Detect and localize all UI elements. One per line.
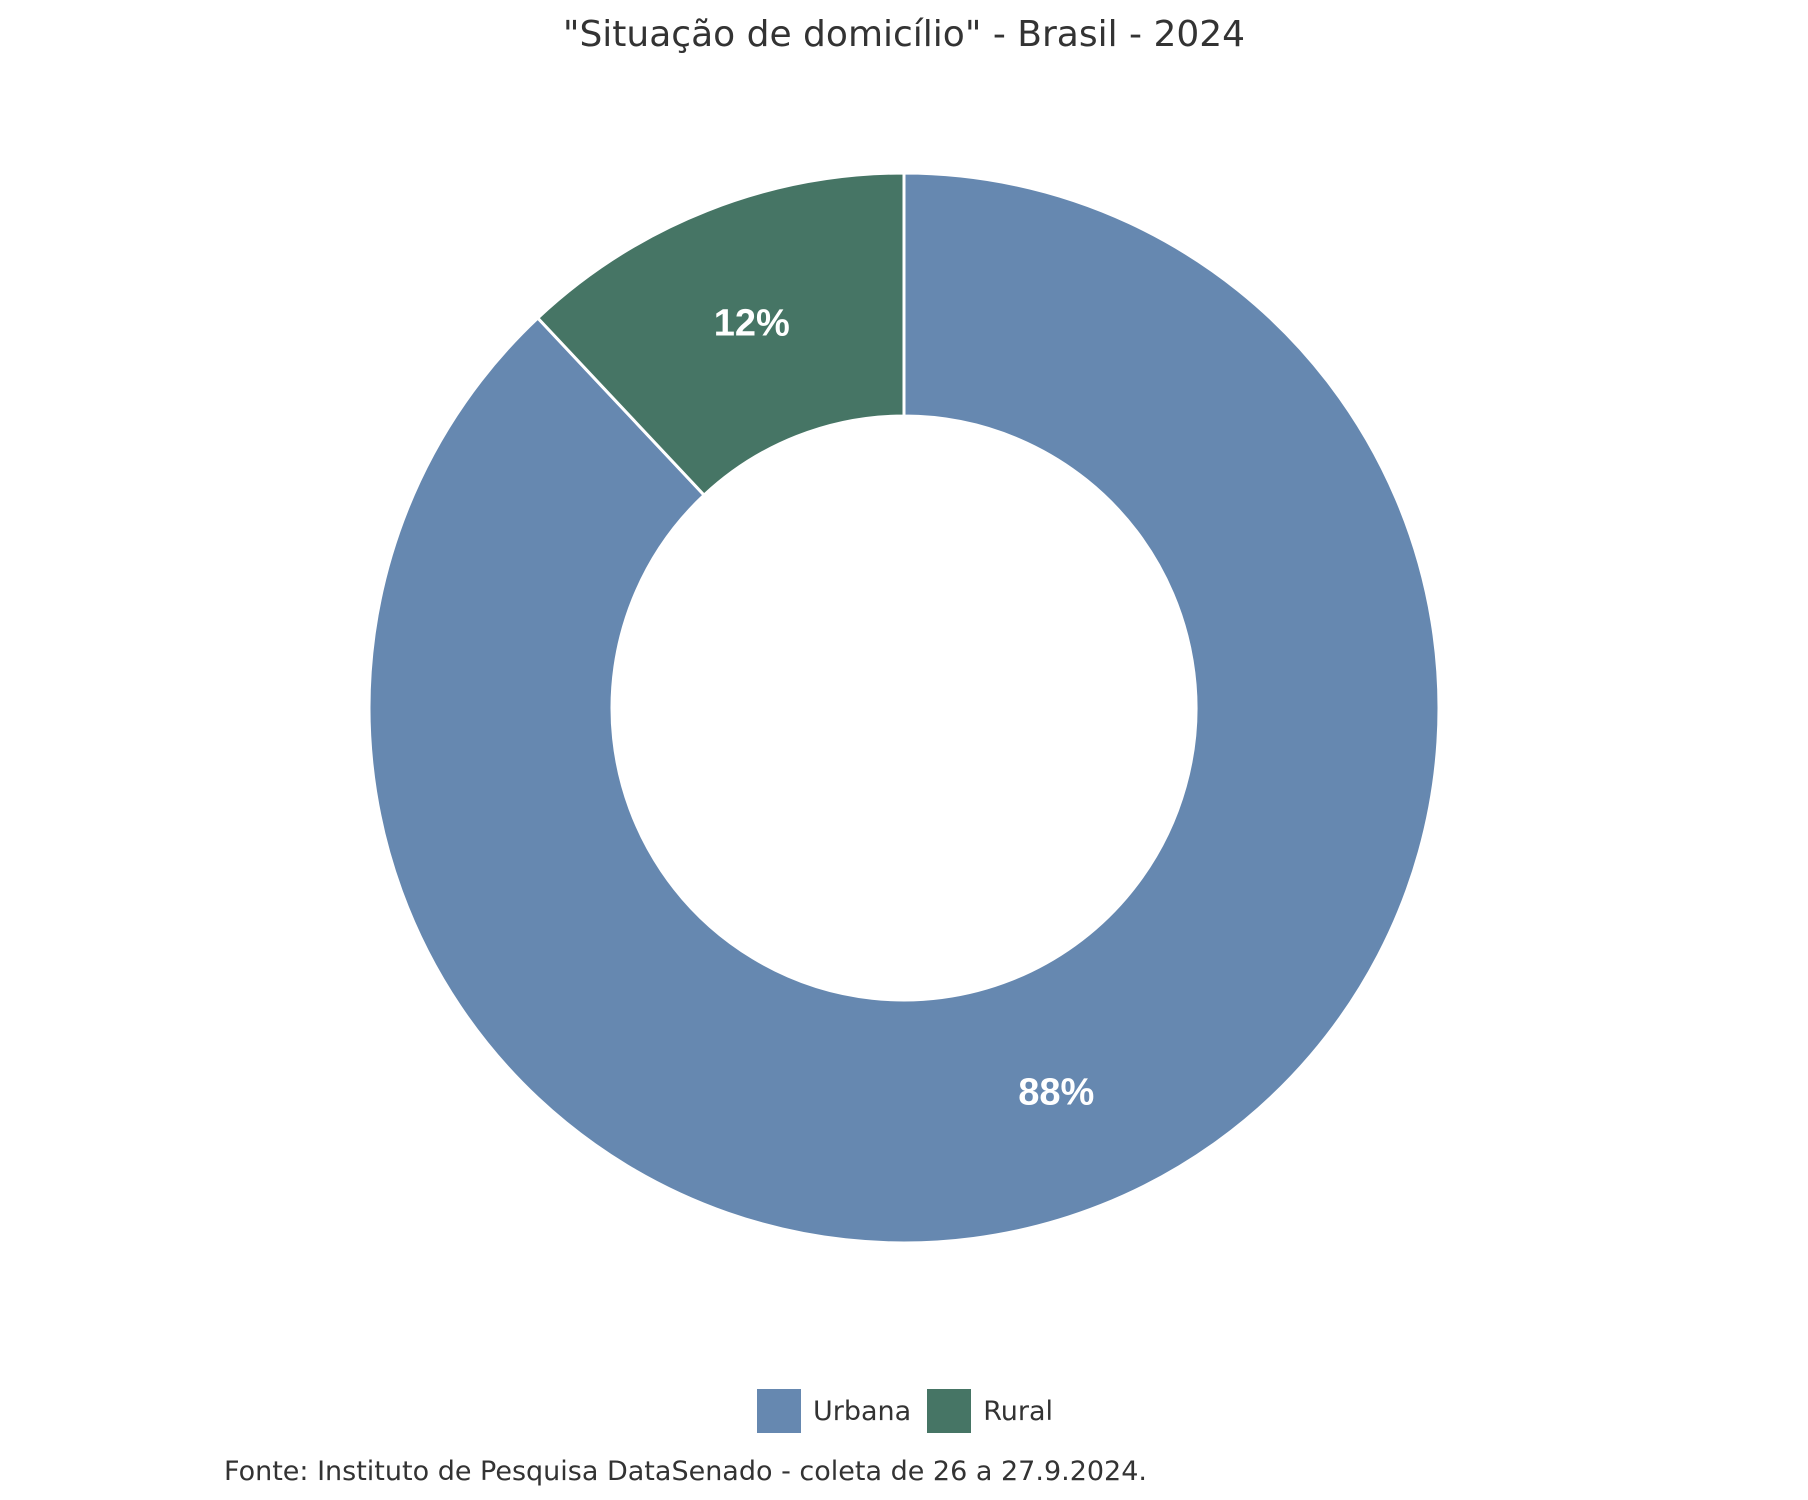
legend-swatch-rural [925,1387,974,1435]
donut-labels: 88% 12% [714,303,1095,1114]
chart-legend: Urbana Rural [0,1387,1808,1435]
legend-item-rural[interactable]: Rural [925,1387,1053,1435]
slice-rural[interactable] [535,171,906,498]
legend-label-urbana: Urbana [812,1395,912,1427]
data-label-rural: 12% [714,303,790,345]
legend-swatch-urbana [754,1387,803,1435]
legend-item-urbana[interactable]: Urbana [754,1387,912,1435]
data-label-urbana: 88% [1018,1071,1094,1113]
donut-chart: 88% 12% [367,171,1441,1245]
chart-title: "Situação de domicílio" - Brasil - 2024 [562,14,1246,55]
source-note: Fonte: Instituto de Pesquisa DataSenado … [224,1456,1147,1487]
donut-slices [367,171,1441,1245]
slice-urbana[interactable] [367,171,1441,1245]
legend-label-rural: Rural [983,1395,1054,1427]
